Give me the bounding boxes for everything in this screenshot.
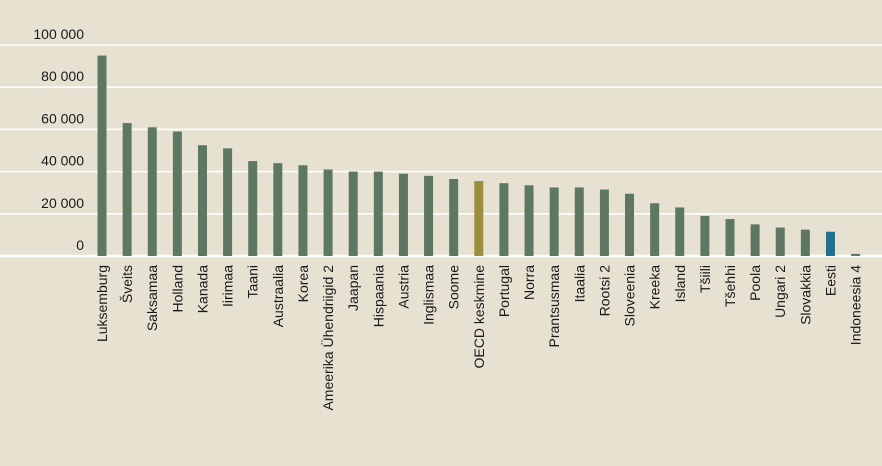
bar-23 — [675, 207, 685, 256]
bars — [97, 55, 861, 256]
bar-2 — [147, 127, 157, 256]
bar-10 — [348, 171, 358, 256]
x-tick-label-11: Hispaania — [370, 265, 386, 327]
bar-8 — [298, 165, 308, 256]
bar-11 — [373, 171, 383, 256]
x-tick-label-10: Jaapan — [345, 265, 361, 311]
bar-5 — [223, 148, 233, 256]
bar-3 — [172, 131, 182, 256]
x-tick-label-4: Kanada — [194, 265, 210, 313]
x-tick-label-25: Tšehhi — [722, 265, 738, 307]
bar-19 — [574, 187, 584, 256]
y-tick-label-4: 80 000 — [41, 68, 84, 84]
bar-17 — [524, 185, 534, 256]
x-tick-label-3: Holland — [169, 265, 185, 312]
x-tick-label-15: OECD keskmine — [471, 265, 487, 369]
bar-13 — [424, 175, 434, 256]
x-tick-label-22: Kreeka — [647, 265, 663, 310]
x-tick-label-5: Iirimaa — [220, 265, 236, 307]
x-tick-label-19: Itaalia — [571, 265, 587, 303]
bar-15 — [474, 181, 484, 256]
bar-4 — [197, 145, 207, 256]
bar-0 — [97, 55, 107, 256]
x-tick-label-14: Soome — [446, 265, 462, 310]
bar-24 — [700, 215, 710, 256]
y-tick-label-1: 20 000 — [41, 195, 84, 211]
x-tick-label-2: Saksamaa — [144, 265, 160, 331]
x-tick-label-30: Indoneesia 4 — [848, 265, 864, 345]
x-tick-label-23: Island — [672, 265, 688, 302]
x-tick-label-21: Sloveenia — [622, 265, 638, 327]
bar-25 — [725, 219, 735, 256]
bar-6 — [248, 161, 258, 256]
bar-7 — [273, 163, 283, 256]
x-tick-label-29: Eesti — [822, 265, 838, 296]
x-tick-label-13: Inglismaa — [421, 265, 437, 325]
bar-21 — [625, 193, 635, 256]
bar-29 — [825, 231, 835, 256]
bar-30 — [851, 253, 861, 256]
bar-27 — [775, 227, 785, 256]
x-tick-label-8: Korea — [295, 265, 311, 303]
y-tick-label-0: 0 — [76, 237, 84, 253]
bar-12 — [398, 173, 408, 256]
x-tick-label-27: Ungari 2 — [772, 265, 788, 318]
bar-14 — [449, 178, 459, 256]
x-tick-label-28: Slovakkia — [797, 265, 813, 325]
bar-18 — [549, 187, 559, 256]
x-tick-label-16: Portugal — [496, 265, 512, 317]
x-tick-label-0: Luksemburg — [94, 265, 110, 342]
y-tick-label-2: 40 000 — [41, 153, 84, 169]
x-tick-label-24: Tšiili — [697, 265, 713, 293]
bar-28 — [800, 229, 810, 256]
x-axis-tick-labels: Luksemburg Šveits Saksamaa Holland Kanada Iir… — [94, 265, 864, 411]
y-tick-label-5: 100 000 — [33, 26, 84, 42]
x-tick-label-9: Ameerika Ühendriigid 2 — [319, 265, 336, 411]
y-tick-label-3: 60 000 — [41, 110, 84, 126]
x-tick-label-7: Austraalia — [270, 265, 286, 327]
bar-16 — [499, 183, 509, 256]
x-tick-label-17: Norra — [521, 265, 537, 300]
bar-1 — [122, 123, 132, 256]
bar-20 — [599, 189, 609, 256]
gridlines — [0, 44, 882, 258]
bar-9 — [323, 169, 333, 256]
y-axis-tick-labels: 0 20 000 40 000 60 000 80 000 100 000 — [33, 26, 84, 253]
x-tick-label-26: Poola — [747, 265, 763, 301]
x-tick-label-1: Šveits — [119, 265, 135, 303]
x-tick-label-6: Taani — [245, 265, 261, 298]
x-tick-label-12: Austria — [395, 265, 411, 309]
bar-26 — [750, 224, 760, 256]
bar-22 — [650, 203, 660, 256]
x-tick-label-18: Prantsusmaa — [546, 265, 562, 348]
x-tick-label-20: Rootsi 2 — [596, 265, 612, 317]
